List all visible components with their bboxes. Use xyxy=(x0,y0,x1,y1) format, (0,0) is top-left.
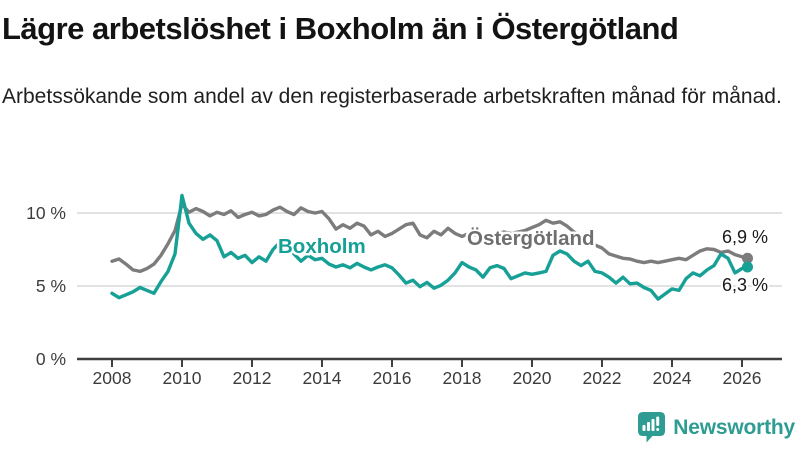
x-axis-tick-label: 2026 xyxy=(723,368,762,388)
brand-name: Newsworthy xyxy=(673,415,795,439)
series-label--sterg-tland: Östergötland xyxy=(467,227,595,250)
series-end-dot-boxholm xyxy=(742,261,753,273)
series-end-dot--sterg-tland xyxy=(742,252,753,264)
chart-subtitle: Arbetssökande som andel av den registerb… xyxy=(2,85,782,108)
x-axis-tick-label: 2020 xyxy=(513,368,552,388)
series-line--sterg-tland xyxy=(110,202,751,274)
y-axis-tick-label: 0 % xyxy=(36,349,66,369)
page-title: Lägre arbetslöshet i Boxholm än i Österg… xyxy=(2,11,679,46)
newsworthy-logo-icon xyxy=(638,412,666,443)
series-end-label--sterg-tland: 6,9 % xyxy=(722,227,768,247)
x-axis-tick-label: 2010 xyxy=(163,368,202,388)
x-axis-tick-label: 2024 xyxy=(653,368,692,388)
y-axis-tick-label: 5 % xyxy=(36,276,66,296)
series-line-boxholm xyxy=(110,193,751,301)
line-chart: 0 % 5 % 10 % 2008 2010 2012 2014 2016 2018 2020 20… xyxy=(26,193,782,388)
x-axis-tick-label: 2014 xyxy=(303,368,342,388)
series-end-label-boxholm: 6,3 % xyxy=(722,275,768,295)
x-axis-tick-label: 2008 xyxy=(93,368,132,388)
x-axis-tick-label: 2016 xyxy=(373,368,412,388)
series-label-boxholm: Boxholm xyxy=(278,235,366,258)
y-axis-tick-label: 10 % xyxy=(26,203,66,223)
x-axis-tick-label: 2018 xyxy=(443,368,482,388)
x-axis-tick-label: 2012 xyxy=(233,368,272,388)
brand-footer: Newsworthy xyxy=(638,412,795,443)
x-axis-tick-label: 2022 xyxy=(583,368,622,388)
